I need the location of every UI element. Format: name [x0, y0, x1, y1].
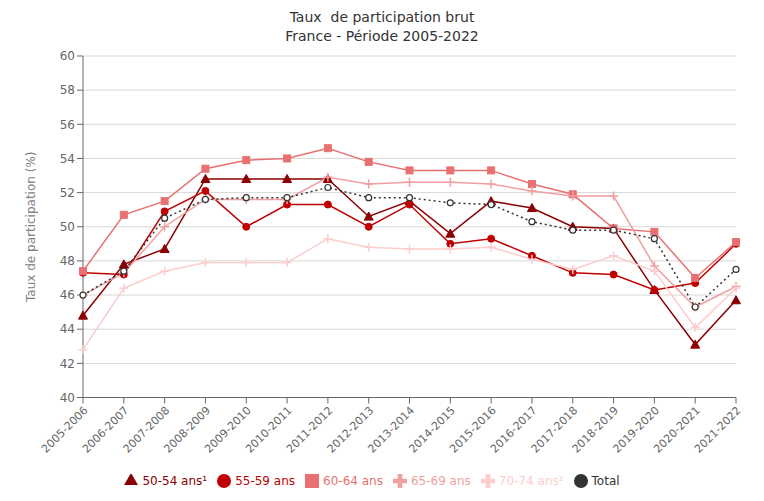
svg-text:44: 44	[60, 322, 75, 336]
svg-text:42: 42	[60, 357, 75, 371]
svg-text:2015-2016: 2015-2016	[447, 404, 499, 456]
svg-text:52: 52	[60, 186, 75, 200]
svg-text:2007-2008: 2007-2008	[120, 404, 173, 456]
svg-text:2009-2010: 2009-2010	[202, 404, 254, 456]
svg-text:50: 50	[60, 220, 75, 234]
svg-text:2020-2021: 2020-2021	[651, 404, 703, 456]
html-text:65-69 ans: 65-69 ans	[410, 473, 471, 488]
svg-text:40: 40	[60, 391, 75, 405]
svg-text:46: 46	[60, 288, 75, 302]
html-text:France - Période 2005-2022: France - Période 2005-2022	[285, 28, 479, 44]
html-text:60-64 ans: 60-64 ans	[323, 473, 383, 488]
svg-text:Taux de participation (%): Taux de participation (%)	[24, 152, 38, 303]
svg-text:2010-2011: 2010-2011	[243, 404, 295, 456]
svg-text:58: 58	[60, 83, 75, 97]
svg-text:2016-2017: 2016-2017	[488, 404, 540, 456]
svg-text:2013-2014: 2013-2014	[365, 404, 418, 456]
html-text:Total: Total	[591, 473, 620, 488]
svg-text:60: 60	[60, 49, 75, 63]
svg-text:48: 48	[60, 254, 75, 268]
html-text:70-74 ans²: 70-74 ans²	[498, 473, 564, 488]
html-text:55-59 ans: 55-59 ans	[235, 473, 295, 488]
svg-text:2011-2012: 2011-2012	[283, 404, 336, 456]
svg-text:2006-2007: 2006-2007	[79, 404, 132, 456]
svg-text:2019-2020: 2019-2020	[610, 404, 662, 456]
svg-text:54: 54	[60, 152, 75, 166]
svg-text:2017-2018: 2017-2018	[528, 404, 581, 456]
html-text:50-54 ans¹: 50-54 ans¹	[142, 473, 208, 488]
svg-text:2008-2009: 2008-2009	[161, 404, 214, 456]
svg-text:2018-2019: 2018-2019	[569, 404, 622, 456]
svg-text:2005-2006: 2005-2006	[39, 404, 91, 456]
html-text:Taux de participation brut: Taux de participation brut	[289, 9, 475, 25]
svg-text:2012-2013: 2012-2013	[324, 404, 377, 456]
svg-text:56: 56	[60, 118, 75, 132]
svg-text:2021-2022: 2021-2022	[692, 404, 744, 456]
svg-text:2014-2015: 2014-2015	[406, 404, 458, 456]
